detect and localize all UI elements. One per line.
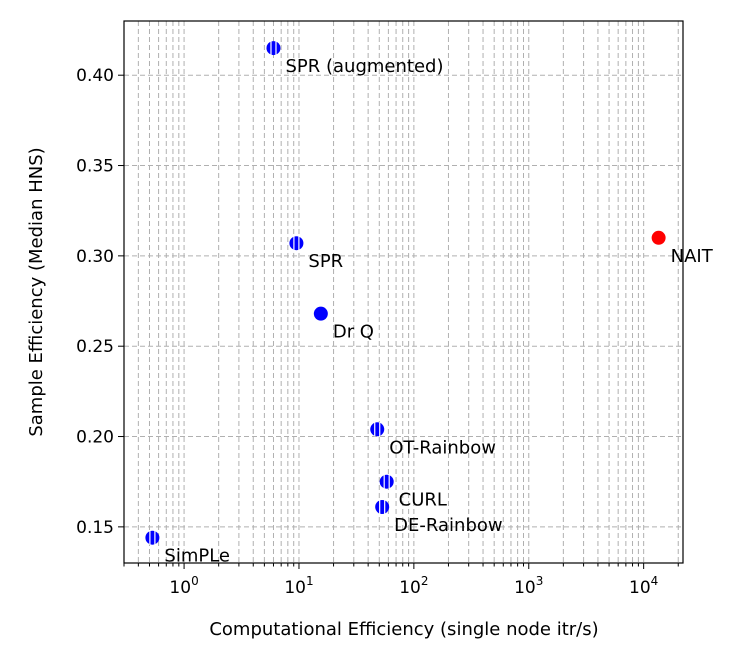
data-point [651,230,666,245]
x-axis-label: Computational Efficiency (single node it… [209,619,598,640]
data-point-label: SPR [308,251,343,272]
x-tick-label: 104 [629,574,658,598]
x-tick-label: 102 [399,574,428,598]
x-tick-exponent: 0 [191,574,199,588]
x-tick-exponent: 1 [306,574,314,588]
plot-frame [123,20,684,564]
y-tick-label: 0.35 [76,157,114,177]
data-point [289,236,304,251]
data-point [375,499,390,514]
y-tick-label: 0.40 [76,66,114,86]
data-point [266,41,281,56]
data-point [313,306,328,321]
data-point [379,474,394,489]
data-point-label: SimPLe [164,546,230,567]
y-axis-label: Sample Efficiency (Median HNS) [26,147,47,436]
y-tick-label: 0.15 [76,518,114,538]
data-point [370,422,385,437]
y-tick-label: 0.25 [76,337,114,357]
data-point-label: Dr Q [333,322,374,343]
x-tick-exponent: 4 [651,574,659,588]
data-point-label: SPR (augmented) [285,56,443,77]
data-point [145,530,160,545]
grid-layer [123,21,683,563]
point-layer: SPR (augmented) SPR Dr Q OT-Rainbow CURL DE-R… [145,41,714,567]
data-point-label: NAIT [671,246,714,267]
y-tick-label: 0.20 [76,428,114,448]
data-point-label: CURL [399,490,447,511]
data-point-label: OT-Rainbow [389,437,496,458]
x-tick-exponent: 2 [421,574,429,588]
x-tick-exponent: 3 [536,574,544,588]
data-point-label: DE-Rainbow [394,515,502,536]
x-tick-label: 100 [169,574,198,598]
y-tick-label: 0.30 [76,247,114,267]
x-tick-label: 101 [284,574,313,598]
x-tick-label: 103 [514,574,543,598]
